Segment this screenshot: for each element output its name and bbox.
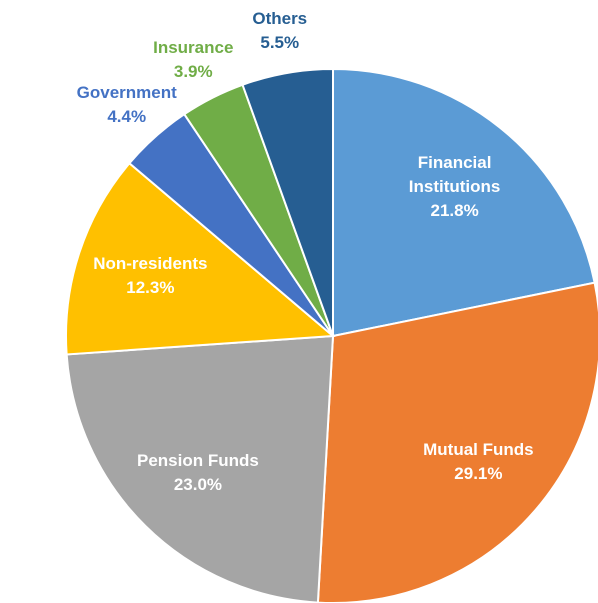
pie-slice	[316, 281, 598, 603]
slice-label: Insurance 3.9%	[123, 36, 263, 84]
value-label: 12.3%	[126, 278, 175, 298]
slice-label: Mutual Funds 29.1%	[408, 438, 548, 486]
category-label: Non-residents	[93, 254, 208, 274]
slice-label: Government 4.4%	[57, 81, 197, 129]
category-label: Mutual Funds	[423, 439, 534, 459]
pie-slice	[241, 67, 334, 337]
value-label: 4.4%	[107, 106, 147, 126]
pie-slice	[332, 67, 596, 338]
slice-label: Financial Institutions 21.8%	[385, 151, 525, 223]
value-label: 5.5%	[260, 32, 300, 52]
category-label: Government	[76, 82, 177, 102]
slice-label: Others 5.5%	[210, 7, 350, 55]
category-label: Pension Funds	[137, 450, 259, 470]
category-label: Financial Institutions	[408, 153, 501, 197]
value-label: 3.9%	[173, 61, 213, 81]
slice-label: Non-residents 12.3%	[80, 252, 220, 300]
pie-slice	[65, 161, 336, 356]
category-label: Others	[252, 8, 308, 28]
category-label: Insurance	[153, 37, 234, 57]
slice-label: Pension Funds 23.0%	[128, 449, 268, 497]
value-label: 21.8%	[430, 201, 479, 221]
value-label: 29.1%	[454, 463, 503, 483]
pie-slice	[65, 334, 335, 603]
value-label: 23.0%	[173, 474, 223, 494]
